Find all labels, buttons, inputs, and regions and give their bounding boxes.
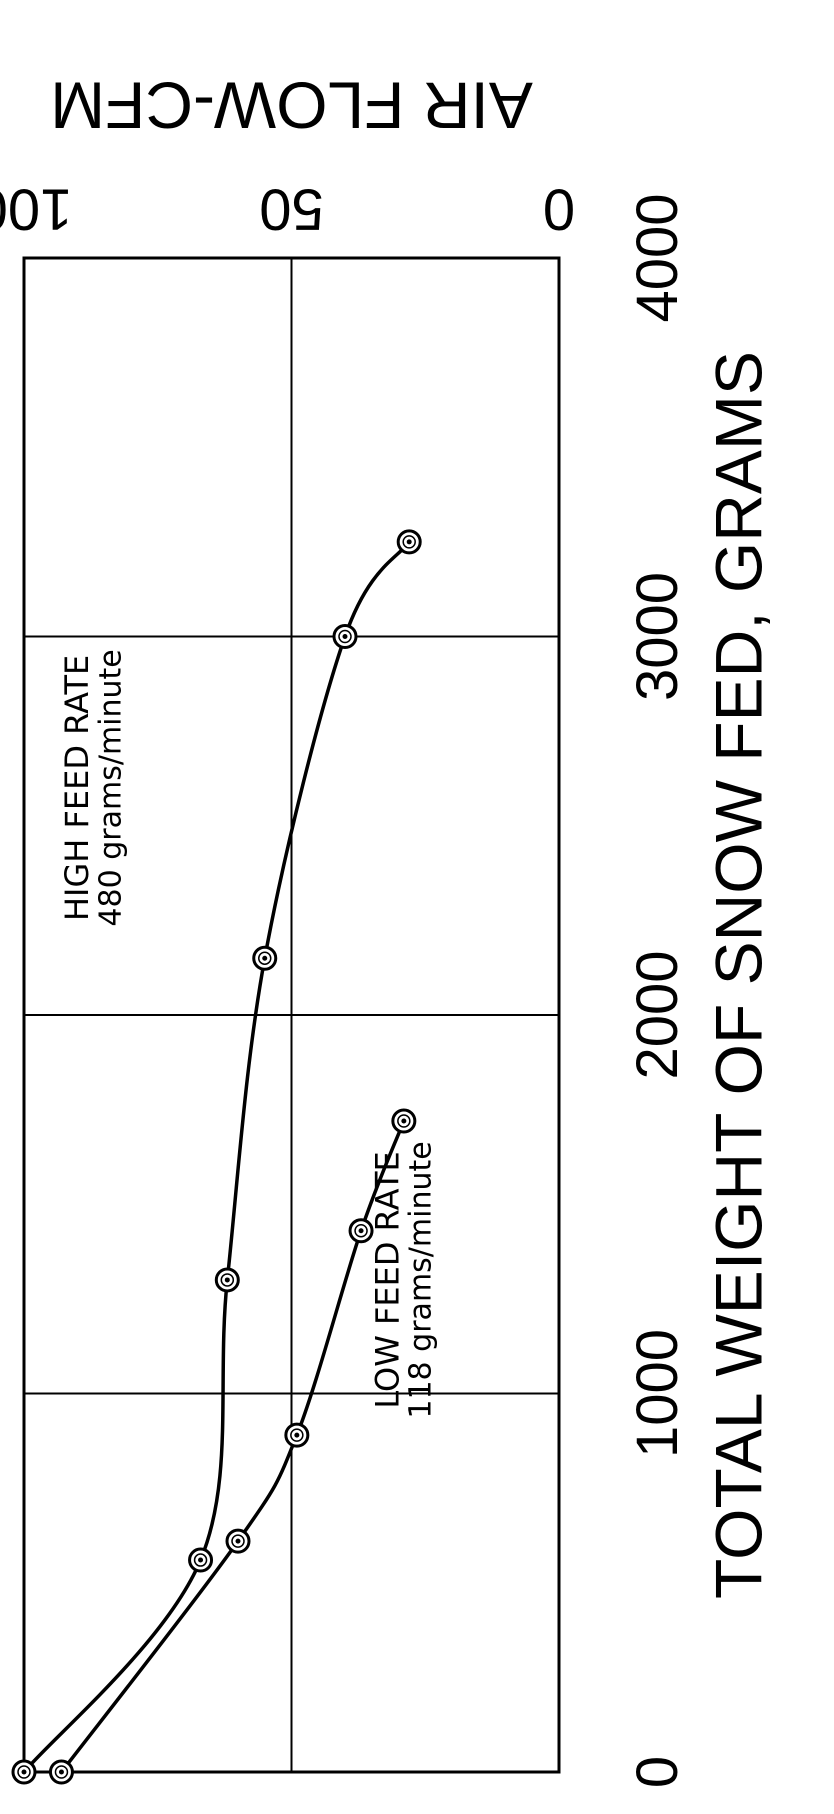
data-point-ring-inner <box>397 1114 411 1128</box>
data-point-ring-inner <box>220 1273 235 1287</box>
data-point-dot <box>342 634 348 639</box>
data-point-ring-inner <box>258 951 272 965</box>
data-point-dot <box>294 1432 300 1438</box>
data-point-ring-inner <box>231 1534 245 1548</box>
data-point <box>396 529 422 555</box>
annotation-low-feed-rate: LOW FEED RATE 118 grams/minute <box>369 1141 439 1418</box>
x-tick-label: 0 <box>625 1756 690 1788</box>
annotation-low-feed-rate-rate: 118 grams/minute <box>404 1141 439 1418</box>
x-tick-label: 4000 <box>625 193 690 322</box>
data-point-dot <box>406 539 412 545</box>
data-point-ring-inner <box>338 629 352 644</box>
data-point-ring-inner <box>354 1223 368 1238</box>
x-tick-label: 3000 <box>625 572 690 701</box>
annotation-high-feed-rate-title: HIGH FEED RATE <box>58 655 96 921</box>
marker-layer <box>11 529 422 1785</box>
data-point-ring-inner <box>193 1553 208 1567</box>
data-point-ring-inner <box>54 1765 69 1779</box>
grid-layer <box>24 258 559 1772</box>
data-point <box>332 624 358 649</box>
data-point <box>225 1528 251 1554</box>
data-point <box>284 1422 310 1448</box>
y-tick-label: 0 <box>543 177 575 242</box>
data-point-ring-inner <box>17 1765 31 1779</box>
data-point <box>348 1218 374 1244</box>
annotation-low-feed-rate-title: LOW FEED RATE <box>369 1151 407 1408</box>
data-point-dot <box>224 1277 230 1283</box>
data-point-dot <box>58 1769 64 1775</box>
data-point <box>391 1108 417 1134</box>
data-point-ring-inner <box>290 1428 304 1442</box>
data-point-dot <box>235 1538 241 1544</box>
data-point <box>252 945 278 971</box>
tick-layer: 0 1000 2000 3000 4000 0 50 100 <box>0 177 690 1788</box>
data-point <box>214 1267 240 1293</box>
data-point-dot <box>401 1118 407 1124</box>
series-line-low-feed-rate <box>59 1119 406 1774</box>
x-tick-label: 2000 <box>625 950 690 1079</box>
y-axis-label: AIR FLOW-CFM <box>50 69 533 143</box>
data-point <box>188 1547 214 1573</box>
x-axis-label: TOTAL WEIGHT OF SNOW FED, GRAMS <box>701 351 775 1599</box>
data-point-dot <box>262 955 268 961</box>
annotation-high-feed-rate: HIGH FEED RATE 480 grams/minute <box>58 649 128 926</box>
y-tick-label: 50 <box>259 177 324 242</box>
annotation-high-feed-rate-rate: 480 grams/minute <box>93 649 128 926</box>
data-point-dot <box>21 1769 27 1775</box>
x-tick-label: 1000 <box>625 1329 690 1458</box>
data-point-ring-inner <box>402 535 416 549</box>
y-tick-label: 100 <box>0 177 72 242</box>
data-point <box>48 1759 74 1785</box>
data-point-dot <box>358 1228 364 1234</box>
data-point <box>11 1759 37 1785</box>
data-point-dot <box>198 1557 204 1563</box>
